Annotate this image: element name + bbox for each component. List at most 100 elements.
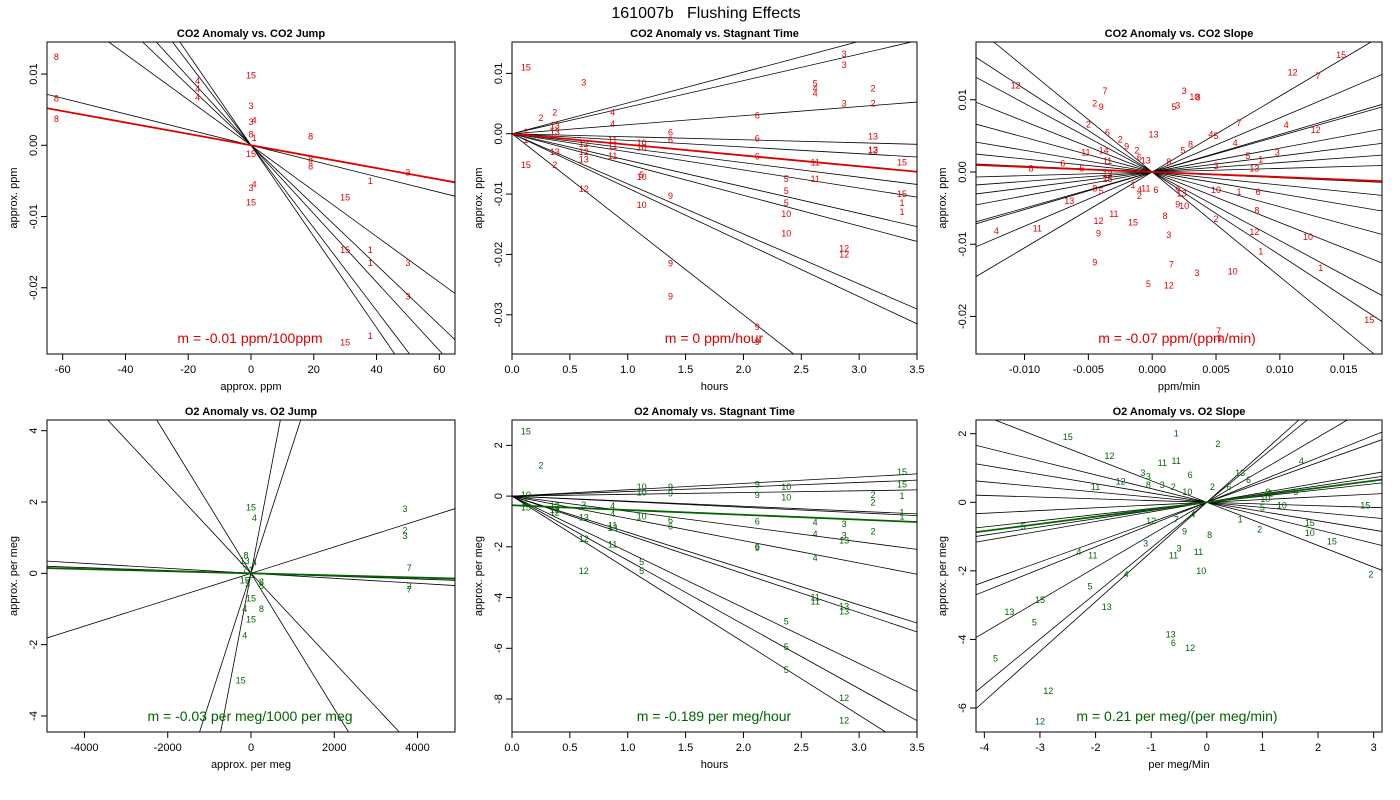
- data-point: 8: [1162, 211, 1167, 221]
- data-point: 12: [1311, 125, 1321, 135]
- data-point: 11: [608, 539, 617, 549]
- data-point: 7: [1216, 326, 1221, 336]
- data-point: 15: [897, 189, 907, 199]
- data-point: 8: [1188, 140, 1193, 150]
- x-tick-label: 60: [433, 364, 445, 376]
- data-point: 1: [899, 198, 904, 208]
- data-point: 12: [579, 147, 589, 157]
- fit-line: [512, 495, 917, 550]
- data-point: 10: [637, 143, 647, 153]
- data-point: 11: [810, 174, 819, 184]
- y-tick-label: -0.02: [957, 304, 969, 329]
- y-tick-label: -6: [493, 643, 505, 653]
- data-point: 1: [1131, 180, 1136, 190]
- data-point: 8: [308, 155, 313, 165]
- data-point: 4: [994, 226, 999, 236]
- data-point: 6: [1154, 185, 1159, 195]
- data-point: 5: [784, 665, 789, 675]
- data-point: 10: [781, 482, 791, 492]
- data-point: 9: [1175, 200, 1180, 210]
- data-point: 15: [897, 467, 907, 477]
- data-point: 9: [1175, 185, 1180, 195]
- data-point: 3: [1214, 161, 1219, 171]
- chart-panel-1: CO2 Anomaly vs. CO2 Jump8884441533481154…: [8, 28, 456, 393]
- data-point: 8: [54, 52, 59, 62]
- data-point: 1: [899, 491, 904, 501]
- data-point: 13: [1148, 129, 1158, 139]
- fit-line: [512, 42, 912, 135]
- data-point: 11: [1194, 547, 1203, 557]
- data-point: 9: [668, 482, 673, 492]
- data-point: 1: [368, 331, 373, 341]
- data-point: 6: [755, 516, 760, 526]
- data-point: 15: [340, 245, 350, 255]
- data-point: 12: [579, 566, 589, 576]
- data-point: 6: [1171, 638, 1176, 648]
- data-point: 5: [1032, 617, 1037, 627]
- data-point: 10: [637, 482, 647, 492]
- slope-annotation: m = -0.01 ppm/100ppm: [177, 330, 322, 346]
- data-point: 15: [1360, 501, 1370, 511]
- data-point: 10: [1189, 92, 1199, 102]
- fit-line: [512, 495, 917, 692]
- fit-line: [976, 420, 1300, 709]
- chart-panel-2: CO2 Anomaly vs. Stagnant Time15322131344…: [473, 28, 925, 393]
- data-point: 11: [1172, 456, 1181, 466]
- data-point: 1: [899, 511, 904, 521]
- data-point: 1: [368, 176, 373, 186]
- data-point: 4: [813, 553, 818, 563]
- data-point: 9: [1265, 487, 1270, 497]
- data-point: 12: [839, 243, 849, 253]
- y-tick-label: 0.00: [957, 161, 969, 182]
- data-point: 4: [1299, 456, 1304, 466]
- data-point: 13: [579, 513, 589, 523]
- x-axis-label: hours: [701, 381, 729, 393]
- data-point: 5: [1214, 131, 1219, 141]
- data-point: 13: [1004, 607, 1014, 617]
- data-point: 3: [248, 101, 253, 111]
- data-point: 10: [637, 487, 647, 497]
- plot-frame: [975, 419, 1383, 733]
- y-tick-label: 0.01: [28, 63, 40, 84]
- data-point: 7: [1174, 514, 1179, 524]
- y-tick-label: -2: [957, 566, 969, 576]
- data-point: 10: [637, 511, 647, 521]
- data-point: 4: [252, 115, 257, 125]
- data-point: 5: [784, 198, 789, 208]
- data-point: 8: [248, 130, 253, 140]
- data-point: 15: [240, 575, 250, 585]
- data-point: 14: [1099, 145, 1109, 155]
- x-tick-label: -40: [118, 364, 134, 376]
- x-tick-label: 1.5: [678, 364, 693, 376]
- x-tick-label: -20: [180, 364, 196, 376]
- data-point: 2: [538, 461, 543, 471]
- fit-line: [512, 495, 917, 633]
- data-point: 13: [240, 556, 250, 566]
- data-point: 15: [521, 503, 531, 513]
- data-point: 9: [668, 292, 673, 302]
- data-point: 7: [1169, 259, 1174, 269]
- data-point: 12: [868, 146, 878, 156]
- data-point: 11: [1081, 148, 1090, 158]
- y-tick-label: 2: [28, 499, 40, 505]
- data-point: 10: [637, 172, 647, 182]
- data-point: 15: [340, 338, 350, 348]
- data-point: 7: [1102, 86, 1107, 96]
- data-point: 3: [1275, 148, 1280, 158]
- data-point: 15: [1102, 174, 1112, 184]
- data-point: 15: [521, 62, 531, 72]
- x-axis-label: ppm/min: [1158, 381, 1200, 393]
- page-title: 161007b Flushing Effects: [611, 5, 800, 22]
- y-tick-label: 0.01: [957, 89, 969, 110]
- data-point: 2: [538, 113, 543, 123]
- x-tick-label: 3.5: [909, 742, 924, 754]
- overall-fit-line: [47, 107, 455, 184]
- fit-lines: [976, 420, 1382, 709]
- data-point: 15: [1063, 432, 1073, 442]
- data-point: 4: [610, 108, 615, 118]
- x-tick-label: -1: [1146, 742, 1156, 754]
- data-point: 3: [1176, 544, 1181, 554]
